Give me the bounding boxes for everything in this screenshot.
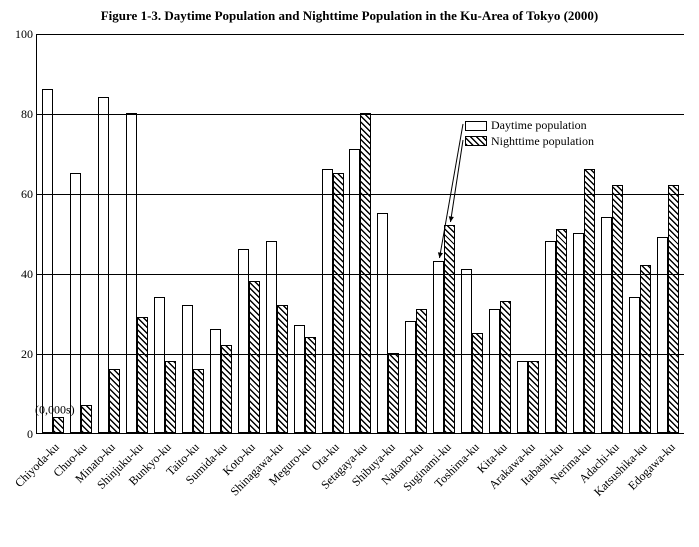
- legend-item-night: Nighttime population: [465, 134, 594, 150]
- bar-night: [388, 353, 399, 433]
- bar-night: [360, 113, 371, 433]
- bar-night: [193, 369, 204, 433]
- bar-group: [486, 301, 514, 433]
- bar-night: [472, 333, 483, 433]
- bar-day: [433, 261, 444, 433]
- bar-night: [556, 229, 567, 433]
- bar-day: [377, 213, 388, 433]
- bar-group: [235, 249, 263, 433]
- bar-group: [123, 113, 151, 433]
- y-tick-label: 0: [9, 428, 33, 440]
- gridline: [37, 114, 684, 115]
- bar-night: [277, 305, 288, 433]
- bar-day: [294, 325, 305, 433]
- bar-night: [109, 369, 120, 433]
- bars-container: [37, 34, 684, 433]
- legend: Daytime population Nighttime population: [465, 118, 594, 149]
- bar-night: [221, 345, 232, 433]
- figure-container: Figure 1-3. Daytime Population and Night…: [0, 0, 699, 547]
- y-tick-label: 20: [9, 348, 33, 360]
- bar-day: [629, 297, 640, 433]
- legend-label-night: Nighttime population: [491, 134, 594, 150]
- bar-group: [179, 305, 207, 433]
- chart-title: Figure 1-3. Daytime Population and Night…: [0, 8, 699, 24]
- bar-night: [333, 173, 344, 433]
- bar-group: [291, 325, 319, 433]
- bar-group: [570, 169, 598, 433]
- y-tick-label: 60: [9, 188, 33, 200]
- bar-day: [126, 113, 137, 433]
- x-axis-labels: Chiyoda-kuChuo-kuMinato-kuShinjuku-kuBun…: [36, 434, 684, 544]
- y-tick-label: 100: [9, 28, 33, 40]
- bar-day: [42, 89, 53, 433]
- bar-group: [626, 265, 654, 433]
- bar-group: [95, 97, 123, 433]
- bar-group: [542, 229, 570, 433]
- bar-group: [346, 113, 374, 433]
- bar-group: [514, 361, 542, 433]
- legend-swatch-day: [465, 121, 487, 131]
- bar-night: [416, 309, 427, 433]
- bar-group: [151, 297, 179, 433]
- bar-day: [154, 297, 165, 433]
- bar-night: [305, 337, 316, 433]
- bar-group: [263, 241, 291, 433]
- bar-night: [165, 361, 176, 433]
- bar-day: [70, 173, 81, 433]
- legend-swatch-night: [465, 136, 487, 146]
- legend-item-day: Daytime population: [465, 118, 594, 134]
- bar-night: [444, 225, 455, 433]
- bar-day: [322, 169, 333, 433]
- bar-group: [654, 185, 682, 433]
- bar-night: [612, 185, 623, 433]
- y-tick-label: 40: [9, 268, 33, 280]
- bar-day: [210, 329, 221, 433]
- bar-group: [430, 225, 458, 433]
- bar-group: [598, 185, 626, 433]
- bar-group: [67, 173, 95, 433]
- legend-label-day: Daytime population: [491, 118, 587, 134]
- bar-day: [517, 361, 528, 433]
- bar-day: [489, 309, 500, 433]
- bar-day: [657, 237, 668, 433]
- bar-group: [402, 309, 430, 433]
- bar-group: [374, 213, 402, 433]
- bar-day: [461, 269, 472, 433]
- bar-day: [405, 321, 416, 433]
- y-tick-label: 80: [9, 108, 33, 120]
- bar-night: [668, 185, 679, 433]
- gridline: [37, 354, 684, 355]
- bar-group: [319, 169, 347, 433]
- bar-day: [349, 149, 360, 433]
- gridline: [37, 274, 684, 275]
- bar-group: [39, 89, 67, 433]
- bar-day: [601, 217, 612, 433]
- bar-night: [528, 361, 539, 433]
- bar-night: [640, 265, 651, 433]
- bar-day: [98, 97, 109, 433]
- bar-night: [81, 405, 92, 433]
- bar-night: [500, 301, 511, 433]
- bar-day: [266, 241, 277, 433]
- plot-area: Daytime population Nighttime population …: [36, 34, 684, 434]
- bar-day: [545, 241, 556, 433]
- y-axis-unit: (0,000s): [35, 403, 75, 418]
- bar-day: [182, 305, 193, 433]
- bar-night: [584, 169, 595, 433]
- gridline: [37, 34, 684, 35]
- bar-day: [573, 233, 584, 433]
- bar-group: [458, 269, 486, 433]
- gridline: [37, 194, 684, 195]
- bar-group: [207, 329, 235, 433]
- bar-night: [53, 417, 64, 433]
- bar-night: [249, 281, 260, 433]
- bar-day: [238, 249, 249, 433]
- bar-night: [137, 317, 148, 433]
